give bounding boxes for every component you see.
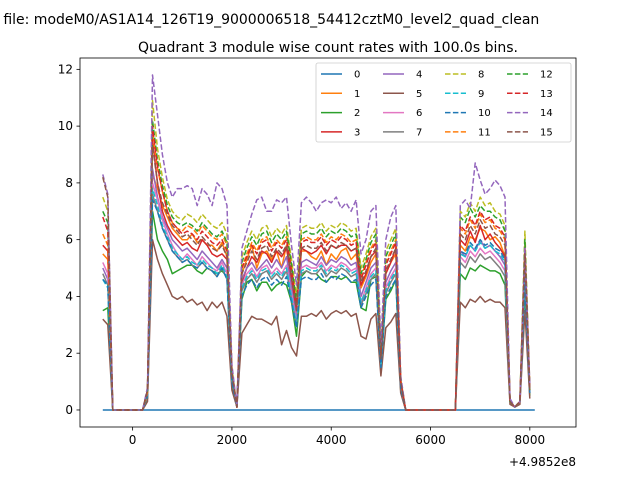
legend-label-4: 4 <box>416 70 422 81</box>
y-tick-label: 0 <box>65 403 73 417</box>
y-tick-label: 4 <box>65 289 73 303</box>
axes-frame <box>79 57 577 428</box>
legend-label-14: 14 <box>540 108 553 119</box>
legend-label-2: 2 <box>354 108 360 119</box>
x-tick-label: 4000 <box>316 433 347 447</box>
legend-label-11: 11 <box>478 127 491 138</box>
y-tick-label: 10 <box>58 119 73 133</box>
y-tick-label: 6 <box>65 233 73 247</box>
y-tick-label: 12 <box>58 62 73 76</box>
x-tick-label: 0 <box>129 433 137 447</box>
x-tick-label: 2000 <box>217 433 248 447</box>
legend-label-0: 0 <box>354 70 360 81</box>
series-line-5 <box>102 238 531 411</box>
x-offset-label: +4.9852e8 <box>509 455 576 469</box>
y-tick-label: 2 <box>65 346 73 360</box>
legend-label-8: 8 <box>478 70 484 81</box>
series-line-15 <box>102 145 531 411</box>
x-tick-label: 6000 <box>415 433 446 447</box>
legend-frame <box>315 62 572 143</box>
legend-label-10: 10 <box>478 108 491 119</box>
legend-label-7: 7 <box>416 127 422 138</box>
legend-label-5: 5 <box>416 89 422 100</box>
legend-label-12: 12 <box>540 70 553 81</box>
legend-label-3: 3 <box>354 127 360 138</box>
chart-title: Quadrant 3 module wise count rates with … <box>138 40 518 56</box>
x-tick-label: 8000 <box>515 433 546 447</box>
legend-label-6: 6 <box>416 108 422 119</box>
legend-label-13: 13 <box>540 89 553 100</box>
legend-label-15: 15 <box>540 127 553 138</box>
series-layer <box>102 74 535 411</box>
y-tick-label: 8 <box>65 176 73 190</box>
legend-label-9: 9 <box>478 89 484 100</box>
legend-label-1: 1 <box>354 89 360 100</box>
figure-suptitle: n file: modeM0/AS1A14_126T19_9000006518_… <box>0 12 539 28</box>
series-line-13 <box>102 125 531 411</box>
